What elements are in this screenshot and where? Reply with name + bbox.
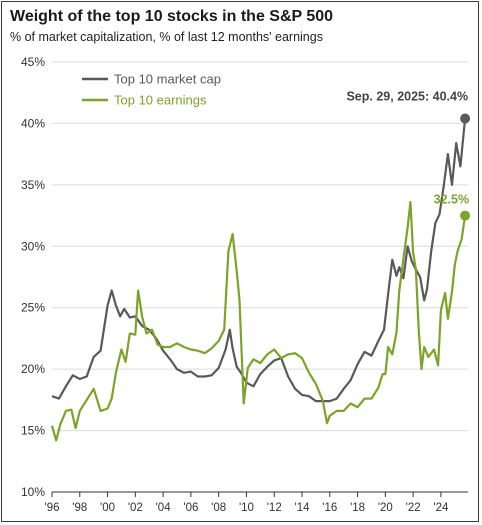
legend-label: Top 10 market cap: [114, 72, 221, 87]
x-tick-label: '06: [183, 502, 198, 514]
x-tick-label: '10: [239, 502, 254, 514]
y-tick-label: 30%: [21, 239, 45, 253]
x-tick-label: '12: [267, 502, 282, 514]
x-tick-label: '14: [295, 502, 311, 514]
market-cap-end-marker: [460, 113, 471, 124]
x-tick-label: '96: [45, 502, 60, 514]
x-tick-label: '24: [433, 502, 449, 514]
x-tick-label: '98: [72, 502, 87, 514]
chart-subtitle: % of market capitalization, % of last 12…: [10, 30, 323, 44]
y-tick-label: 15%: [21, 424, 45, 438]
x-tick-label: '02: [128, 502, 143, 514]
x-tick-label: '00: [100, 502, 115, 514]
y-tick-label: 25%: [21, 301, 45, 315]
y-tick-label: 40%: [21, 116, 45, 130]
earnings-line: [50, 201, 467, 442]
y-tick-label: 10%: [21, 485, 45, 499]
y-tick-label: 45%: [21, 55, 45, 69]
x-tick-label: '08: [211, 502, 226, 514]
earnings-annotation: 32.5%: [434, 193, 469, 207]
y-tick-label: 20%: [21, 362, 45, 376]
chart-title: Weight of the top 10 stocks in the S&P 5…: [10, 8, 334, 25]
legend-label: Top 10 earnings: [114, 93, 207, 108]
x-tick-label: '20: [378, 502, 393, 514]
x-tick-label: '16: [322, 502, 337, 514]
x-tick-label: '18: [350, 502, 365, 514]
x-tick-label: '04: [156, 502, 172, 514]
x-tick-label: '22: [406, 502, 421, 514]
market-cap-annotation: Sep. 29, 2025: 40.4%: [346, 90, 468, 104]
y-tick-label: 35%: [21, 178, 45, 192]
earnings-end-marker: [460, 210, 471, 221]
